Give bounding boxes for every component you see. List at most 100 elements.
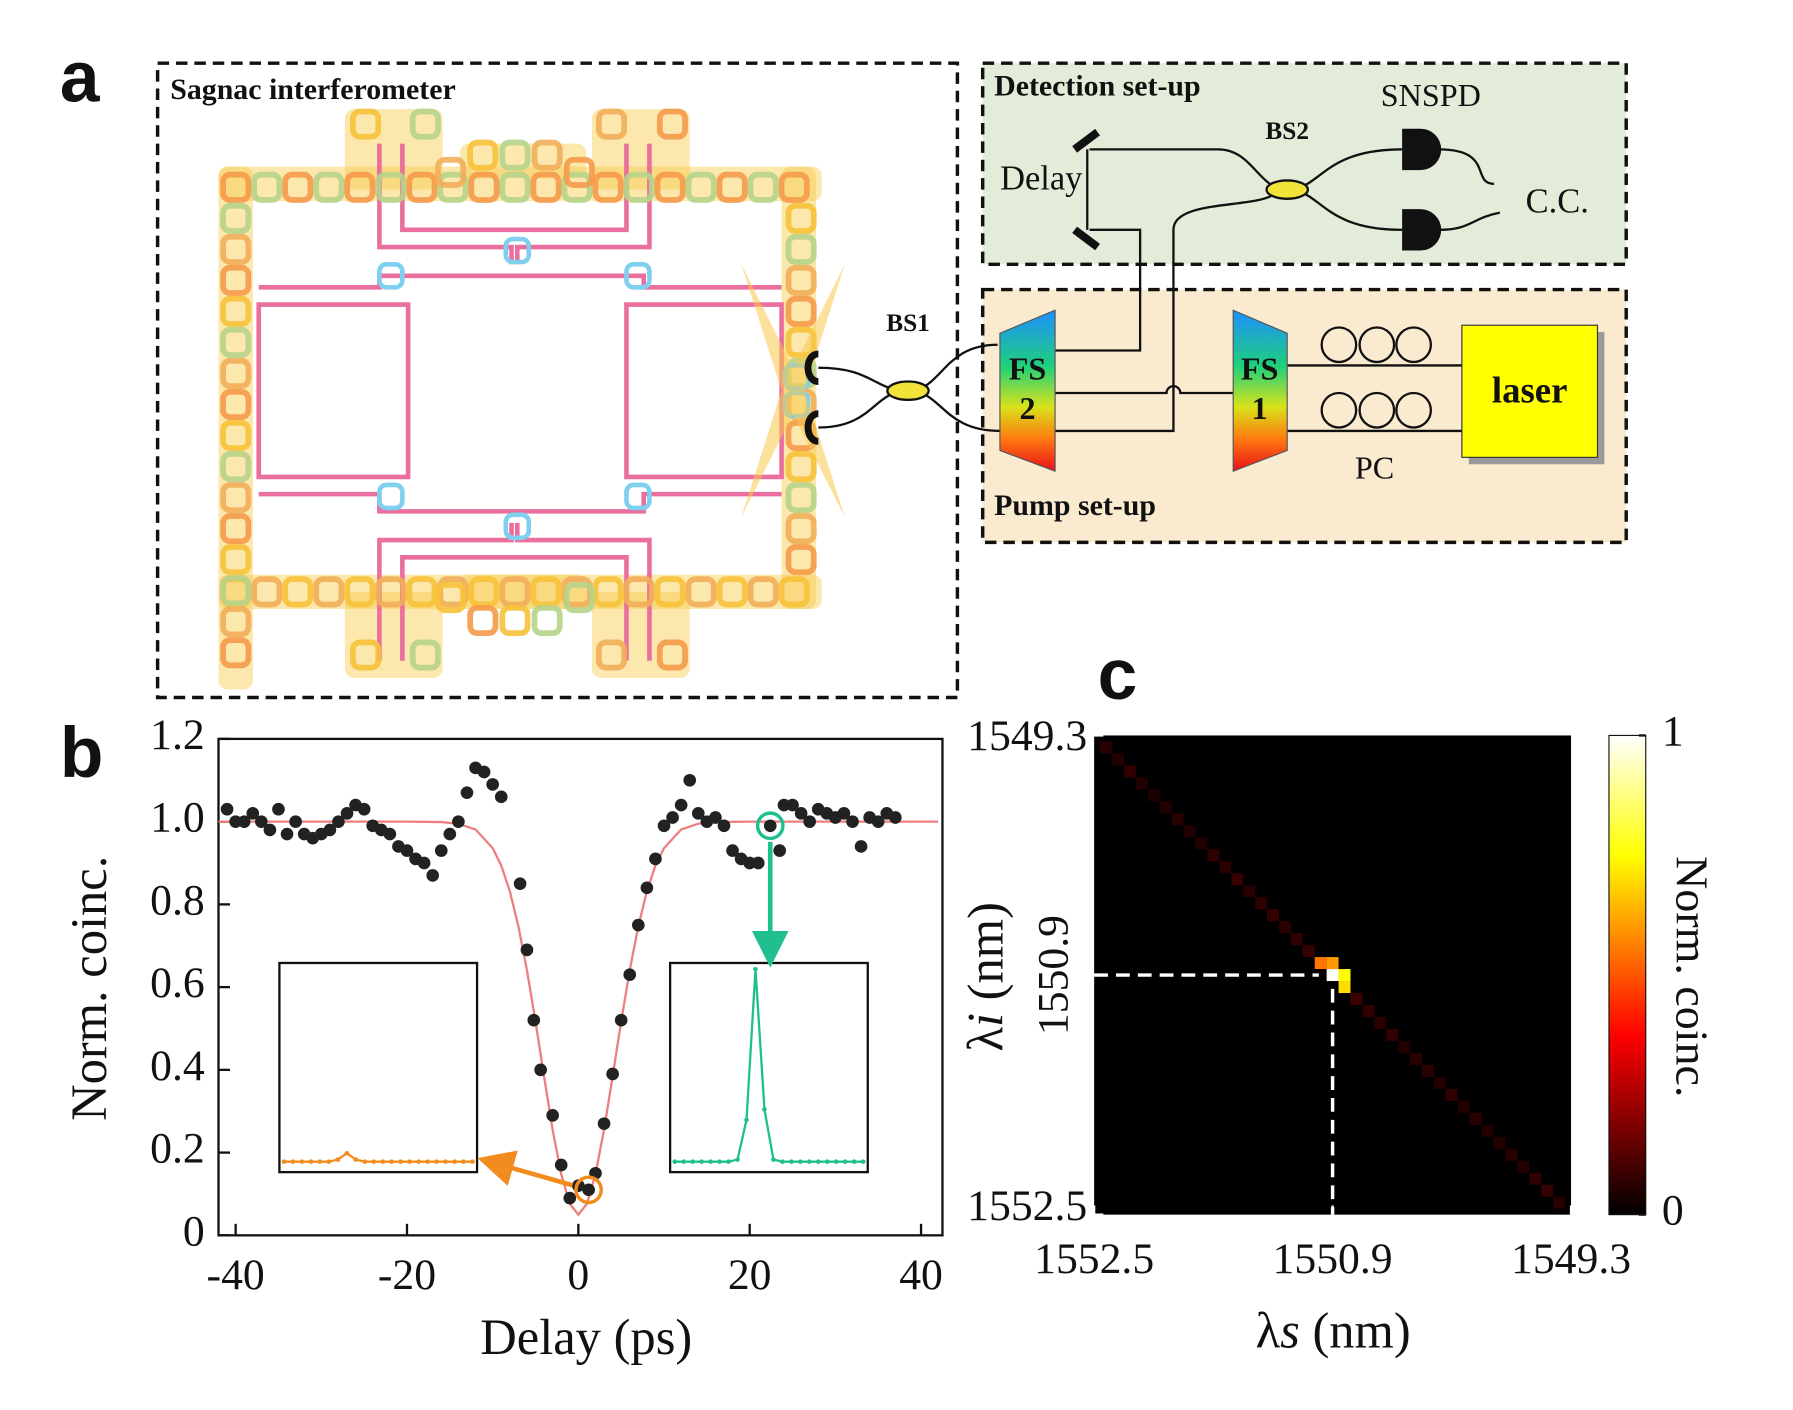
label-part: s (1280, 1302, 1300, 1358)
chip-band (591, 591, 690, 678)
label-part: λ (957, 1027, 1013, 1052)
label: BS2 (1265, 117, 1309, 145)
inset-point (443, 1159, 448, 1164)
x-tick-label: -20 (378, 1251, 436, 1299)
resonator (654, 576, 686, 608)
heatmap-cell (1362, 1004, 1375, 1017)
resonator (656, 639, 688, 671)
inset-point (672, 1159, 678, 1164)
inset-point (798, 1159, 803, 1164)
resonator (220, 295, 252, 327)
data-point (477, 765, 491, 779)
highlight-ring (574, 1175, 603, 1205)
y-tick-label: 0.6 (150, 959, 205, 1007)
heatmap-cell (1338, 981, 1351, 994)
resonator (220, 637, 252, 669)
fit-line (218, 820, 939, 1217)
heatmap-cell (1219, 861, 1232, 874)
heatmap-cell (1398, 1040, 1411, 1053)
x-tick-label: 20 (728, 1251, 772, 1299)
resonator (468, 171, 500, 203)
resonator (785, 451, 817, 483)
resonator (282, 576, 314, 608)
label: 1 (1252, 390, 1268, 426)
inset-point (690, 1159, 695, 1164)
panel-label: a (60, 39, 101, 118)
mirror (1072, 226, 1101, 251)
colorbar-tick-label: 1 (1662, 707, 1684, 755)
resonator (499, 171, 531, 203)
inset-point (771, 1157, 776, 1162)
resonator (220, 482, 252, 514)
y-tick-label: 0.4 (150, 1042, 205, 1090)
panel-label: c (1098, 636, 1138, 715)
resonator (499, 605, 531, 637)
ring (503, 236, 532, 265)
inset-point (353, 1157, 359, 1162)
inset-point (470, 1159, 475, 1164)
fs1 (1232, 309, 1288, 472)
resonator (220, 202, 252, 234)
data-point (666, 811, 679, 824)
x-tick-label: 1549.3 (1511, 1235, 1631, 1283)
resonator (220, 233, 252, 265)
resonator (409, 639, 441, 671)
inset-point (681, 1159, 686, 1164)
resonator (785, 202, 817, 234)
data-point (434, 844, 448, 857)
data-point (534, 1063, 547, 1077)
bs2 (1265, 179, 1310, 200)
arrow (477, 1150, 574, 1188)
data-point (649, 852, 662, 866)
resonator (406, 171, 438, 203)
data-point (255, 815, 268, 828)
data-point (726, 844, 739, 857)
heatmap-cell (1422, 1064, 1434, 1077)
resonator (282, 171, 314, 203)
resonator (654, 171, 686, 203)
heatmap-cell (1433, 1076, 1446, 1089)
resonator (220, 420, 252, 452)
y-tick-label: 1.2 (150, 711, 205, 759)
inset-point (708, 1159, 713, 1164)
inset-point (842, 1159, 848, 1164)
heatmap-cell (1171, 813, 1184, 826)
heatmap-cell (1469, 1112, 1482, 1125)
resonator (220, 388, 252, 421)
colorbar-label: Norm. coinc. (1667, 856, 1718, 1097)
data-point (417, 856, 431, 870)
resonator (251, 576, 283, 608)
resonator (785, 264, 817, 296)
inset-point (717, 1159, 722, 1164)
data-point (527, 1013, 541, 1027)
heatmap-cell (1278, 921, 1291, 934)
fiber (1438, 211, 1501, 231)
resonator (685, 576, 717, 608)
data-point (289, 815, 302, 828)
resonator (785, 513, 817, 545)
inset-point (744, 1117, 749, 1123)
detection-title: Detection set-up (994, 69, 1200, 102)
resonator (409, 108, 441, 140)
resonator (778, 576, 810, 608)
resonator (499, 576, 531, 608)
resonator (592, 576, 624, 608)
resonator (530, 576, 562, 608)
chip-band (459, 574, 587, 610)
sagnac-title: Sagnac interferometer (170, 73, 456, 106)
label: laser (1492, 370, 1568, 411)
data-point (220, 802, 234, 816)
resonator (220, 544, 252, 576)
data-point (623, 968, 637, 982)
resonator (220, 606, 252, 638)
data-point (751, 856, 765, 870)
inset-point (317, 1159, 323, 1164)
heatmap-cell (1445, 1088, 1458, 1101)
data-point (854, 840, 868, 853)
data-point (691, 807, 705, 820)
data-point (786, 798, 799, 812)
resonator (499, 139, 531, 171)
label-part: (nm) (957, 902, 1013, 1013)
data-point (263, 823, 277, 837)
label: Delay (1000, 159, 1083, 197)
